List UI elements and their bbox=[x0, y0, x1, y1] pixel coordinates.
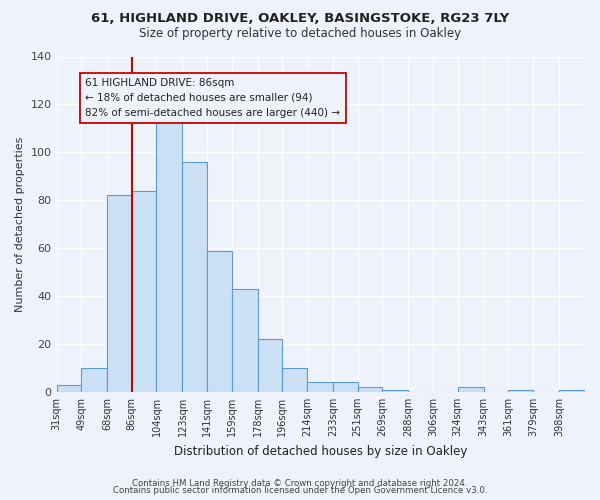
Bar bbox=[382, 390, 409, 392]
Bar bbox=[182, 162, 207, 392]
Bar bbox=[157, 119, 182, 392]
Text: 61, HIGHLAND DRIVE, OAKLEY, BASINGSTOKE, RG23 7LY: 61, HIGHLAND DRIVE, OAKLEY, BASINGSTOKE,… bbox=[91, 12, 509, 26]
Text: Contains HM Land Registry data © Crown copyright and database right 2024.: Contains HM Land Registry data © Crown c… bbox=[132, 478, 468, 488]
Y-axis label: Number of detached properties: Number of detached properties bbox=[15, 136, 25, 312]
Bar bbox=[307, 382, 333, 392]
Bar bbox=[458, 387, 484, 392]
Bar bbox=[508, 390, 533, 392]
Bar bbox=[56, 384, 81, 392]
Bar bbox=[258, 339, 283, 392]
Bar bbox=[232, 289, 258, 392]
Text: 61 HIGHLAND DRIVE: 86sqm
← 18% of detached houses are smaller (94)
82% of semi-d: 61 HIGHLAND DRIVE: 86sqm ← 18% of detach… bbox=[85, 78, 340, 118]
Text: Contains public sector information licensed under the Open Government Licence v3: Contains public sector information licen… bbox=[113, 486, 487, 495]
Bar bbox=[207, 250, 232, 392]
Bar bbox=[81, 368, 107, 392]
Bar bbox=[107, 196, 132, 392]
Bar bbox=[559, 390, 585, 392]
Bar bbox=[333, 382, 358, 392]
X-axis label: Distribution of detached houses by size in Oakley: Distribution of detached houses by size … bbox=[174, 444, 467, 458]
Bar bbox=[283, 368, 307, 392]
Text: Size of property relative to detached houses in Oakley: Size of property relative to detached ho… bbox=[139, 28, 461, 40]
Bar bbox=[132, 190, 157, 392]
Bar bbox=[358, 387, 382, 392]
